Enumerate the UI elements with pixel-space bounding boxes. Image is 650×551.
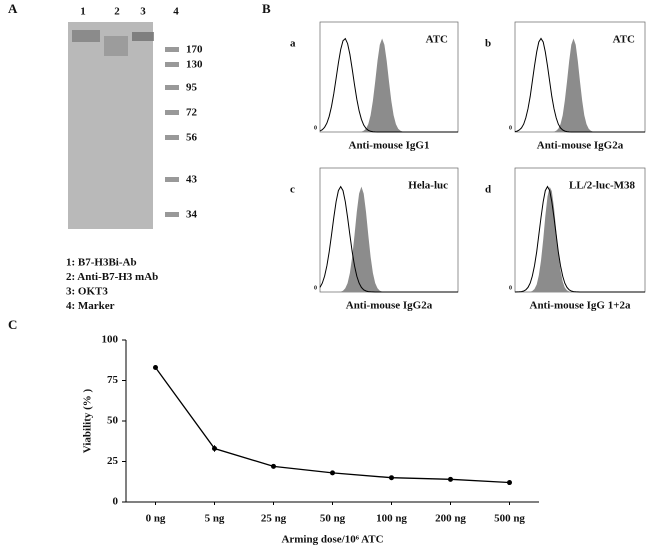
panel-label: C (8, 317, 17, 332)
sample-label: ATC (613, 34, 635, 46)
origin-label: 0 (509, 285, 512, 291)
lane-label: 2 (114, 6, 120, 18)
point (212, 446, 217, 452)
gel-band (104, 36, 128, 56)
histogram-filled (515, 186, 645, 292)
marker-band (165, 177, 179, 182)
histogram-outline (514, 37, 645, 133)
y-tick-label: 100 (102, 334, 119, 346)
marker-label: 43 (186, 174, 198, 186)
axis-label: Anti-mouse IgG2a (537, 140, 624, 152)
panel-label: B (262, 1, 271, 16)
x-tick-label: 25 ng (261, 513, 287, 525)
x-tick-label: 50 ng (320, 513, 346, 525)
y-axis-label: Viability (% ) (82, 388, 94, 453)
legend-text: 2: Anti-B7-H3 mAb (66, 271, 158, 283)
x-tick-label: 200 ng (435, 513, 466, 525)
point (507, 480, 512, 486)
x-tick-label: 0 ng (146, 513, 166, 525)
y-tick-label: 50 (107, 415, 119, 427)
lane-label: 1 (80, 6, 86, 18)
marker-label: 72 (186, 107, 198, 119)
x-axis-label: Arming dose/10⁶ ATC (281, 534, 383, 546)
plot-letter: b (485, 38, 491, 50)
marker-band (165, 85, 179, 90)
histogram-filled (320, 186, 458, 292)
point (448, 476, 453, 482)
legend-text: 3: OKT3 (66, 286, 108, 298)
axis-label: Anti-mouse IgG1 (349, 140, 430, 152)
marker-label: 170 (186, 44, 203, 56)
x-tick-label: 100 ng (376, 513, 407, 525)
y-tick-label: 75 (107, 374, 119, 386)
origin-label: 0 (314, 125, 317, 131)
marker-band (165, 135, 179, 140)
legend-text: 4: Marker (66, 300, 115, 312)
histogram-outline (319, 37, 458, 133)
point (330, 470, 335, 476)
marker-label: 130 (186, 59, 203, 71)
plot-letter: a (290, 38, 296, 50)
histogram-outline (319, 185, 458, 293)
axis-label: Anti-mouse IgG2a (346, 300, 433, 312)
marker-band (165, 47, 179, 52)
panel-label: A (8, 1, 18, 16)
histogram-filled (515, 38, 645, 132)
sample-label: LL/2-luc-M38 (569, 180, 635, 192)
gel-image (68, 22, 153, 229)
histogram-outline (514, 185, 645, 293)
y-tick-label: 25 (107, 455, 119, 467)
x-tick-label: 5 ng (205, 513, 225, 525)
lane-label: 4 (173, 6, 179, 18)
line (154, 367, 510, 484)
histogram-filled (320, 38, 458, 132)
marker-band (165, 212, 179, 217)
marker-label: 95 (186, 82, 198, 94)
marker-band (165, 110, 179, 115)
gel-band (72, 30, 100, 42)
point (389, 475, 394, 481)
axis-label: Anti-mouse IgG 1+2a (530, 300, 631, 312)
gel-band (132, 32, 154, 41)
origin-label: 0 (314, 285, 317, 291)
marker-label: 34 (186, 209, 198, 221)
point (153, 365, 158, 371)
origin-label: 0 (509, 125, 512, 131)
plot-letter: d (485, 184, 491, 196)
sample-label: ATC (426, 34, 448, 46)
x-tick-label: 500 ng (494, 513, 525, 525)
marker-band (165, 62, 179, 67)
marker-label: 56 (186, 132, 198, 144)
legend-text: 1: B7-H3Bi-Ab (66, 257, 137, 269)
plot-letter: c (290, 184, 295, 196)
lane-label: 3 (140, 6, 146, 18)
y-tick-label: 0 (113, 496, 119, 508)
sample-label: Hela-luc (408, 180, 448, 192)
point (271, 463, 276, 469)
